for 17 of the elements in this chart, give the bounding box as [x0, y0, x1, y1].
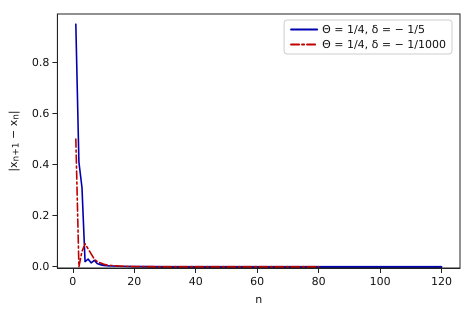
x-tick-label: 100 — [370, 275, 391, 288]
y-tick-label: 0.4 — [32, 158, 50, 172]
x-axis-title: n — [255, 293, 262, 306]
x-tick-label: 20 — [127, 275, 142, 288]
x-tick-label: 120 — [431, 275, 452, 288]
x-tick-label: 60 — [250, 275, 264, 288]
y-tick-label: 0.6 — [32, 107, 50, 120]
x-tick-label: 80 — [312, 275, 326, 288]
y-tick-label: 0.8 — [32, 56, 50, 70]
legend-label: Θ = 1/4, δ = − 1/1000 — [322, 38, 446, 51]
y-axis-title: |xn+1 − xn| — [7, 110, 22, 172]
y-tick-label: 0.0 — [32, 260, 50, 274]
x-tick-label: 0 — [69, 275, 76, 288]
line-series — [75, 138, 320, 268]
y-tick-label: 0.2 — [32, 209, 50, 222]
legend-label: Θ = 1/4, δ = − 1/5 — [322, 23, 426, 36]
x-tick-label: 40 — [188, 275, 203, 288]
